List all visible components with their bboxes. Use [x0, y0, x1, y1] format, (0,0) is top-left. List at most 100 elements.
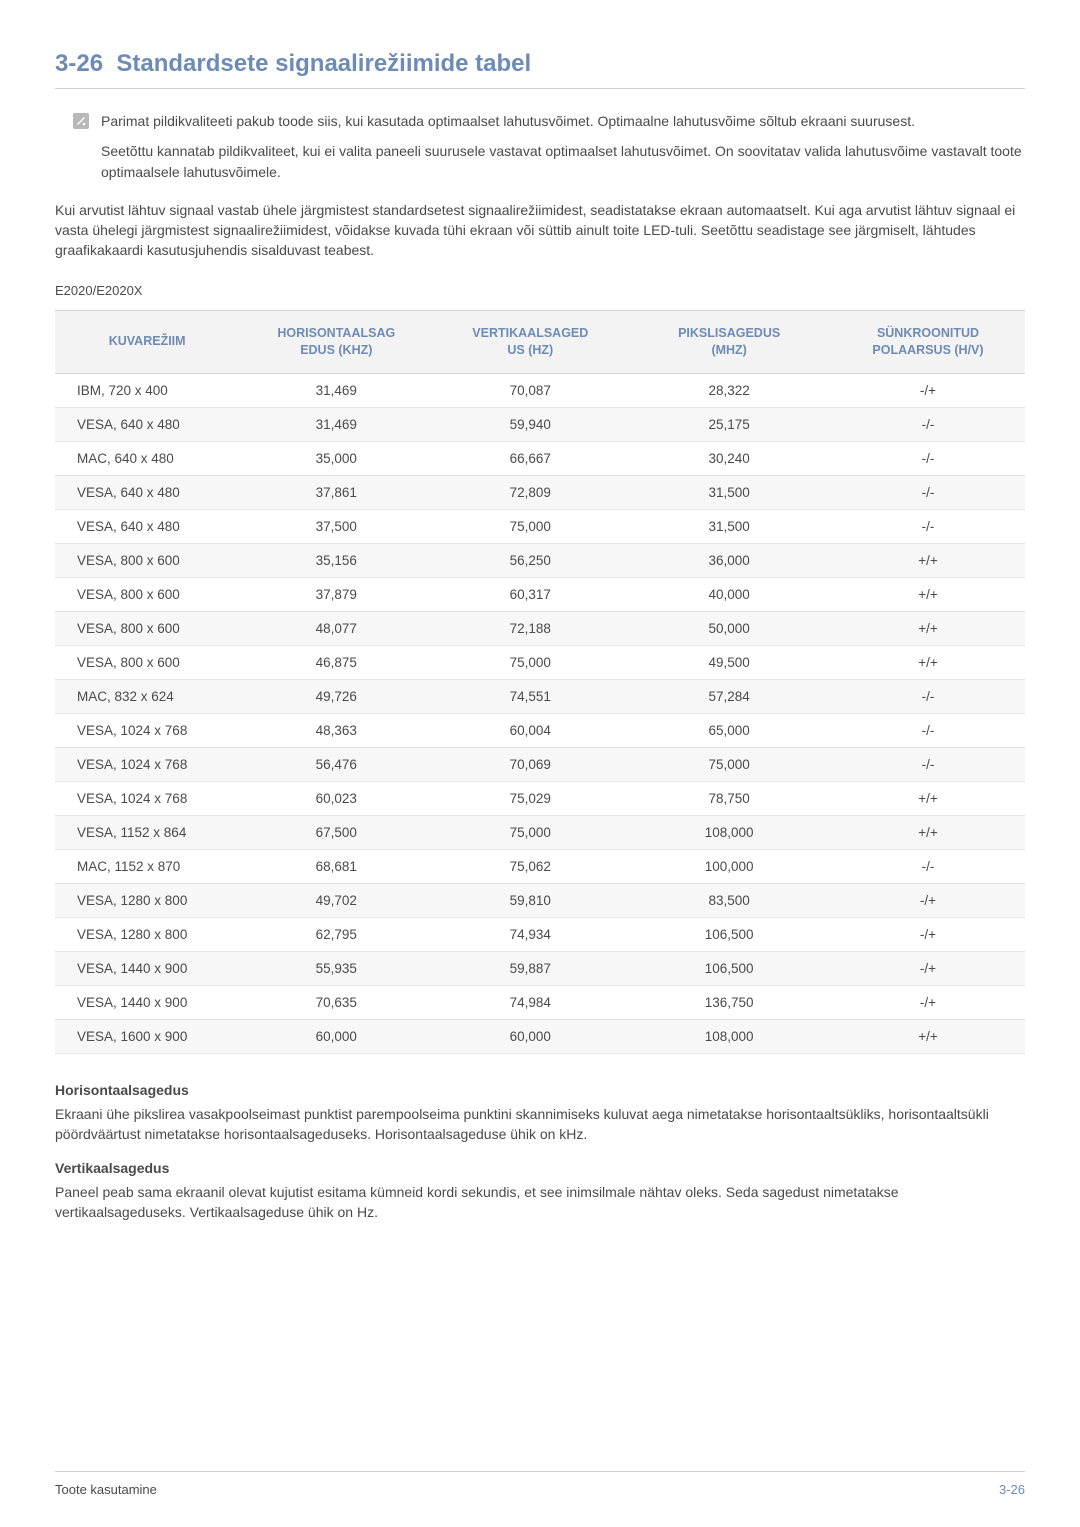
table-cell: -/+ — [831, 951, 1025, 985]
table-header: VERTIKAALSAGEDUS (HZ) — [433, 310, 627, 373]
table-row: MAC, 832 x 62449,72674,55157,284-/- — [55, 679, 1025, 713]
table-row: VESA, 1024 x 76856,47670,06975,000-/- — [55, 747, 1025, 781]
table-cell: 78,750 — [627, 781, 831, 815]
definitions: Horisontaalsagedus Ekraani ühe pikslirea… — [55, 1082, 1025, 1239]
table-cell: 59,940 — [433, 407, 627, 441]
table-cell: +/+ — [831, 815, 1025, 849]
table-cell: 67,500 — [239, 815, 433, 849]
note-row: Parimat pildikvaliteeti pakub toode siis… — [73, 111, 1025, 131]
table-cell: 35,000 — [239, 441, 433, 475]
table-cell: IBM, 720 x 400 — [55, 373, 239, 407]
table-cell: -/- — [831, 407, 1025, 441]
table-cell: 49,726 — [239, 679, 433, 713]
table-cell: 56,476 — [239, 747, 433, 781]
table-cell: VESA, 800 x 600 — [55, 577, 239, 611]
table-cell: 74,551 — [433, 679, 627, 713]
table-cell: 31,469 — [239, 407, 433, 441]
table-cell: -/+ — [831, 373, 1025, 407]
table-cell: 68,681 — [239, 849, 433, 883]
table-cell: 136,750 — [627, 985, 831, 1019]
section-heading: 3-26 Standardsete signaalirežiimide tabe… — [55, 50, 1025, 89]
table-cell: MAC, 640 x 480 — [55, 441, 239, 475]
definition-text: Ekraani ühe pikslirea vasakpoolseimast p… — [55, 1104, 1025, 1145]
table-cell: 106,500 — [627, 951, 831, 985]
footer-left: Toote kasutamine — [55, 1482, 157, 1497]
table-cell: -/- — [831, 679, 1025, 713]
table-row: VESA, 640 x 48037,50075,00031,500-/- — [55, 509, 1025, 543]
table-cell: 75,000 — [433, 815, 627, 849]
table-cell: VESA, 1280 x 800 — [55, 917, 239, 951]
note-text: Seetõttu kannatab pildikvaliteet, kui ei… — [101, 141, 1025, 182]
table-row: VESA, 1600 x 90060,00060,000108,000+/+ — [55, 1019, 1025, 1053]
table-header-row: KUVAREŽIIM HORISONTAALSAGEDUS (KHZ) VERT… — [55, 310, 1025, 373]
table-row: VESA, 800 x 60046,87575,00049,500+/+ — [55, 645, 1025, 679]
table-cell: VESA, 1024 x 768 — [55, 713, 239, 747]
table-cell: 36,000 — [627, 543, 831, 577]
table-cell: 72,188 — [433, 611, 627, 645]
table-cell: 108,000 — [627, 1019, 831, 1053]
table-row: VESA, 640 x 48031,46959,94025,175-/- — [55, 407, 1025, 441]
table-cell: VESA, 1600 x 900 — [55, 1019, 239, 1053]
table-cell: 108,000 — [627, 815, 831, 849]
table-row: VESA, 640 x 48037,86172,80931,500-/- — [55, 475, 1025, 509]
table-cell: 66,667 — [433, 441, 627, 475]
table-cell: 72,809 — [433, 475, 627, 509]
table-cell: 74,934 — [433, 917, 627, 951]
table-row: VESA, 800 x 60035,15656,25036,000+/+ — [55, 543, 1025, 577]
table-row: VESA, 1024 x 76860,02375,02978,750+/+ — [55, 781, 1025, 815]
section-number: 3-26 — [55, 50, 103, 77]
table-header: PIKSLISAGEDUS(MHZ) — [627, 310, 831, 373]
table-cell: 70,635 — [239, 985, 433, 1019]
table-cell: 60,317 — [433, 577, 627, 611]
table-cell: MAC, 1152 x 870 — [55, 849, 239, 883]
signal-modes-table: KUVAREŽIIM HORISONTAALSAGEDUS (KHZ) VERT… — [55, 310, 1025, 1054]
definition-title: Horisontaalsagedus — [55, 1082, 1025, 1098]
table-cell: 37,879 — [239, 577, 433, 611]
table-row: VESA, 1440 x 90055,93559,887106,500-/+ — [55, 951, 1025, 985]
table-row: IBM, 720 x 40031,46970,08728,322-/+ — [55, 373, 1025, 407]
table-cell: VESA, 1280 x 800 — [55, 883, 239, 917]
table-cell: -/- — [831, 509, 1025, 543]
table-cell: VESA, 1024 x 768 — [55, 747, 239, 781]
table-cell: VESA, 1024 x 768 — [55, 781, 239, 815]
table-cell: 62,795 — [239, 917, 433, 951]
table-cell: 49,500 — [627, 645, 831, 679]
table-cell: -/- — [831, 441, 1025, 475]
table-cell: 106,500 — [627, 917, 831, 951]
table-cell: -/- — [831, 713, 1025, 747]
body-paragraph: Kui arvutist lähtuv signaal vastab ühele… — [55, 200, 1025, 261]
table-cell: 70,087 — [433, 373, 627, 407]
table-cell: +/+ — [831, 611, 1025, 645]
info-icon — [73, 113, 89, 129]
table-cell: 50,000 — [627, 611, 831, 645]
note-text: Parimat pildikvaliteeti pakub toode siis… — [101, 111, 915, 131]
table-cell: 56,250 — [433, 543, 627, 577]
table-row: VESA, 1440 x 90070,63574,984136,750-/+ — [55, 985, 1025, 1019]
table-cell: +/+ — [831, 645, 1025, 679]
table-cell: 60,000 — [239, 1019, 433, 1053]
table-cell: 25,175 — [627, 407, 831, 441]
note-block: Parimat pildikvaliteeti pakub toode siis… — [73, 111, 1025, 182]
table-cell: 48,077 — [239, 611, 433, 645]
table-row: VESA, 800 x 60048,07772,18850,000+/+ — [55, 611, 1025, 645]
table-cell: 48,363 — [239, 713, 433, 747]
table-row: VESA, 1280 x 80062,79574,934106,500-/+ — [55, 917, 1025, 951]
table-header: KUVAREŽIIM — [55, 310, 239, 373]
table-cell: 60,004 — [433, 713, 627, 747]
table-cell: 55,935 — [239, 951, 433, 985]
table-cell: 31,469 — [239, 373, 433, 407]
table-cell: 75,000 — [433, 645, 627, 679]
table-cell: 30,240 — [627, 441, 831, 475]
table-cell: 35,156 — [239, 543, 433, 577]
table-row: MAC, 1152 x 87068,68175,062100,000-/- — [55, 849, 1025, 883]
table-cell: 100,000 — [627, 849, 831, 883]
table-cell: +/+ — [831, 543, 1025, 577]
table-header: HORISONTAALSAGEDUS (KHZ) — [239, 310, 433, 373]
table-cell: +/+ — [831, 1019, 1025, 1053]
table-cell: 75,029 — [433, 781, 627, 815]
model-label: E2020/E2020X — [55, 283, 1025, 298]
table-cell: VESA, 800 x 600 — [55, 543, 239, 577]
table-cell: VESA, 640 x 480 — [55, 509, 239, 543]
table-row: VESA, 1024 x 76848,36360,00465,000-/- — [55, 713, 1025, 747]
table-cell: VESA, 1440 x 900 — [55, 985, 239, 1019]
